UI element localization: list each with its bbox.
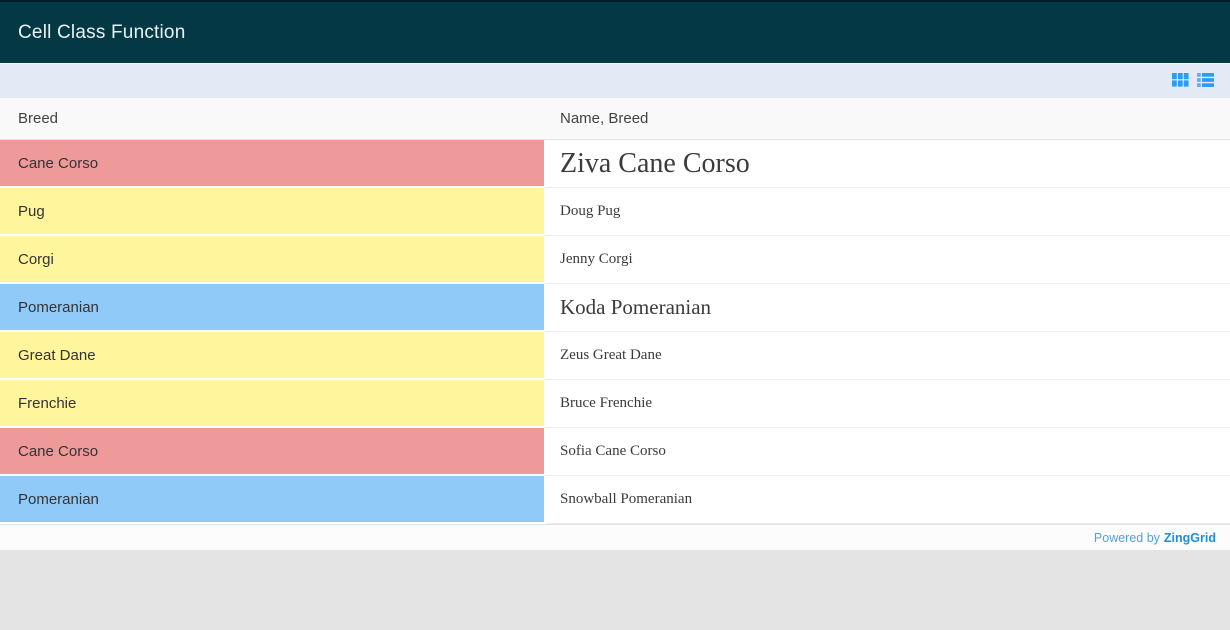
grid-view-icon	[1171, 72, 1189, 90]
table-row: Great Dane Zeus Great Dane	[0, 332, 1230, 380]
page-title: Cell Class Function	[18, 21, 186, 43]
list-view-icon	[1196, 72, 1214, 90]
grid-view-button[interactable]	[1171, 72, 1189, 90]
name-cell[interactable]: Jenny Corgi	[546, 236, 1230, 284]
name-label: Sofia Cane Corso	[560, 443, 666, 459]
name-label: Snowball Pomeranian	[560, 491, 693, 507]
name-cell[interactable]: Doug Pug	[546, 188, 1230, 236]
name-label: Jenny Corgi	[560, 251, 633, 267]
column-header-breed[interactable]: Breed	[18, 110, 59, 127]
column-header-row: Breed Name, Breed	[0, 98, 1230, 140]
breed-label: Corgi	[18, 250, 54, 268]
breed-label: Pug	[18, 202, 45, 220]
breed-cell[interactable]: Corgi	[0, 236, 546, 284]
name-label: Doug Pug	[560, 203, 621, 219]
breed-label: Frenchie	[18, 394, 77, 412]
breed-cell[interactable]: Frenchie	[0, 380, 546, 428]
table-row: Pomeranian Snowball Pomeranian	[0, 476, 1230, 524]
name-label: Zeus Great Dane	[560, 347, 662, 363]
name-cell[interactable]: Snowball Pomeranian	[546, 476, 1230, 524]
name-label: Ziva Cane Corso	[560, 147, 750, 179]
breed-label: Great Dane	[18, 346, 96, 364]
name-cell[interactable]: Zeus Great Dane	[546, 332, 1230, 380]
table-row: Pug Doug Pug	[0, 188, 1230, 236]
breed-cell[interactable]: Pomeranian	[0, 284, 546, 332]
breed-label: Cane Corso	[18, 442, 99, 460]
breed-label: Pomeranian	[18, 490, 99, 508]
powered-by-label: Powered by	[1093, 530, 1160, 545]
name-label: Bruce Frenchie	[560, 395, 653, 411]
table-row: Pomeranian Koda Pomeranian	[0, 284, 1230, 332]
name-label: Koda Pomeranian	[560, 295, 712, 319]
column-header-name-breed[interactable]: Name, Breed	[560, 110, 649, 127]
breed-cell[interactable]: Pomeranian	[0, 476, 546, 524]
zinggrid-link[interactable]: ZingGrid	[1163, 530, 1216, 545]
name-cell[interactable]: Ziva Cane Corso	[546, 140, 1230, 188]
list-view-button[interactable]	[1196, 72, 1214, 90]
grid-footer: Powered by ZingGrid	[0, 524, 1230, 550]
name-cell[interactable]: Sofia Cane Corso	[546, 428, 1230, 476]
table-row: Cane Corso Ziva Cane Corso	[0, 140, 1230, 188]
breed-cell[interactable]: Cane Corso	[0, 428, 546, 476]
grid-caption: Cell Class Function	[0, 0, 1230, 64]
name-cell[interactable]: Bruce Frenchie	[546, 380, 1230, 428]
grid-body: Cane Corso Ziva Cane Corso Pug Doug Pug …	[0, 140, 1230, 524]
name-cell[interactable]: Koda Pomeranian	[546, 284, 1230, 332]
table-row: Corgi Jenny Corgi	[0, 236, 1230, 284]
breed-label: Pomeranian	[18, 298, 99, 316]
table-row: Frenchie Bruce Frenchie	[0, 380, 1230, 428]
breed-cell[interactable]: Cane Corso	[0, 140, 546, 188]
breed-cell[interactable]: Pug	[0, 188, 546, 236]
zinggrid-app: Cell Class Function	[0, 0, 1230, 550]
table-row: Cane Corso Sofia Cane Corso	[0, 428, 1230, 476]
grid-toolbar	[0, 64, 1230, 98]
breed-label: Cane Corso	[18, 154, 99, 172]
breed-cell[interactable]: Great Dane	[0, 332, 546, 380]
